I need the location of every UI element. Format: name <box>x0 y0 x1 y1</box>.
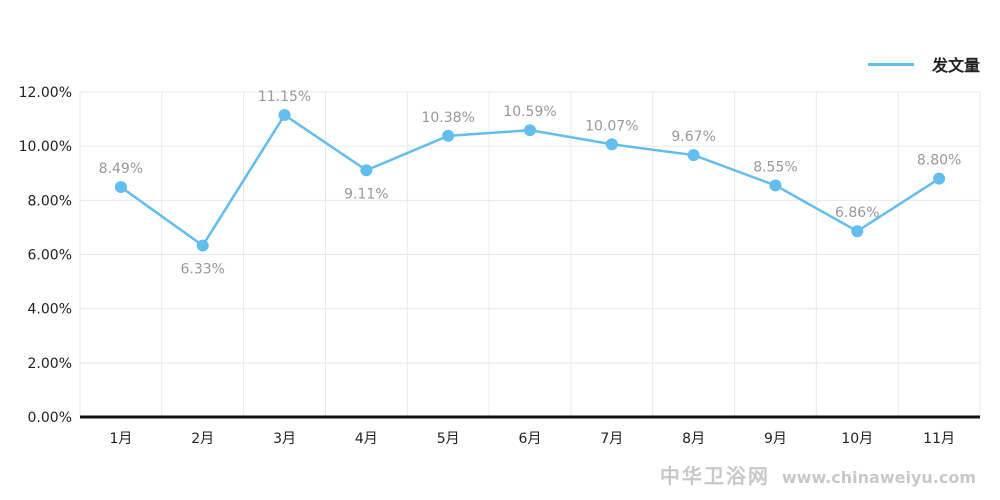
data-point <box>605 138 618 151</box>
data-label: 6.86% <box>835 205 879 221</box>
data-label: 9.67% <box>671 129 715 145</box>
data-point <box>278 109 291 122</box>
x-tick-label: 7月 <box>600 431 623 447</box>
y-tick-label: 0.00% <box>28 410 72 426</box>
legend-line-icon <box>867 62 914 66</box>
y-tick-label: 4.00% <box>28 302 72 318</box>
data-point <box>196 239 209 252</box>
data-point <box>933 172 946 185</box>
x-tick-label: 9月 <box>764 431 787 447</box>
data-point <box>851 225 864 238</box>
y-tick-label: 8.00% <box>28 193 72 209</box>
x-tick-label: 10月 <box>841 431 873 447</box>
data-label: 11.15% <box>258 89 311 105</box>
data-label: 8.49% <box>99 161 143 177</box>
watermark: 中华卫浴网 www.chinaweiyu.com <box>660 460 976 489</box>
legend-label: 发文量 <box>931 56 980 75</box>
data-point <box>442 129 455 142</box>
x-tick-label: 11月 <box>923 431 955 447</box>
data-point <box>687 149 700 162</box>
x-tick-label: 8月 <box>682 431 705 447</box>
legend[interactable]: 发文量 <box>867 52 980 76</box>
y-tick-label: 6.00% <box>28 248 72 264</box>
y-tick-label: 10.00% <box>19 139 72 155</box>
data-point <box>114 181 127 194</box>
watermark-cn: 中华卫浴网 <box>659 464 770 488</box>
y-tick-label: 2.00% <box>28 356 72 372</box>
data-point <box>769 179 782 192</box>
data-label: 9.11% <box>344 186 388 202</box>
y-tick-label: 12.00% <box>19 85 72 101</box>
x-tick-label: 6月 <box>519 431 542 447</box>
data-label: 10.59% <box>503 104 556 120</box>
x-tick-label: 4月 <box>355 431 378 447</box>
data-point <box>524 124 536 137</box>
data-label: 10.38% <box>421 110 474 126</box>
data-label: 10.07% <box>585 118 638 134</box>
x-tick-label: 2月 <box>191 431 214 447</box>
data-label: 8.80% <box>917 153 961 169</box>
x-tick-label: 1月 <box>109 431 132 447</box>
watermark-en: www.chinaweiyu.com <box>781 468 976 487</box>
data-label: 6.33% <box>180 262 224 278</box>
data-label: 8.55% <box>753 159 797 175</box>
x-tick-label: 3月 <box>273 431 296 447</box>
x-tick-label: 5月 <box>437 431 460 447</box>
data-point <box>360 164 373 177</box>
